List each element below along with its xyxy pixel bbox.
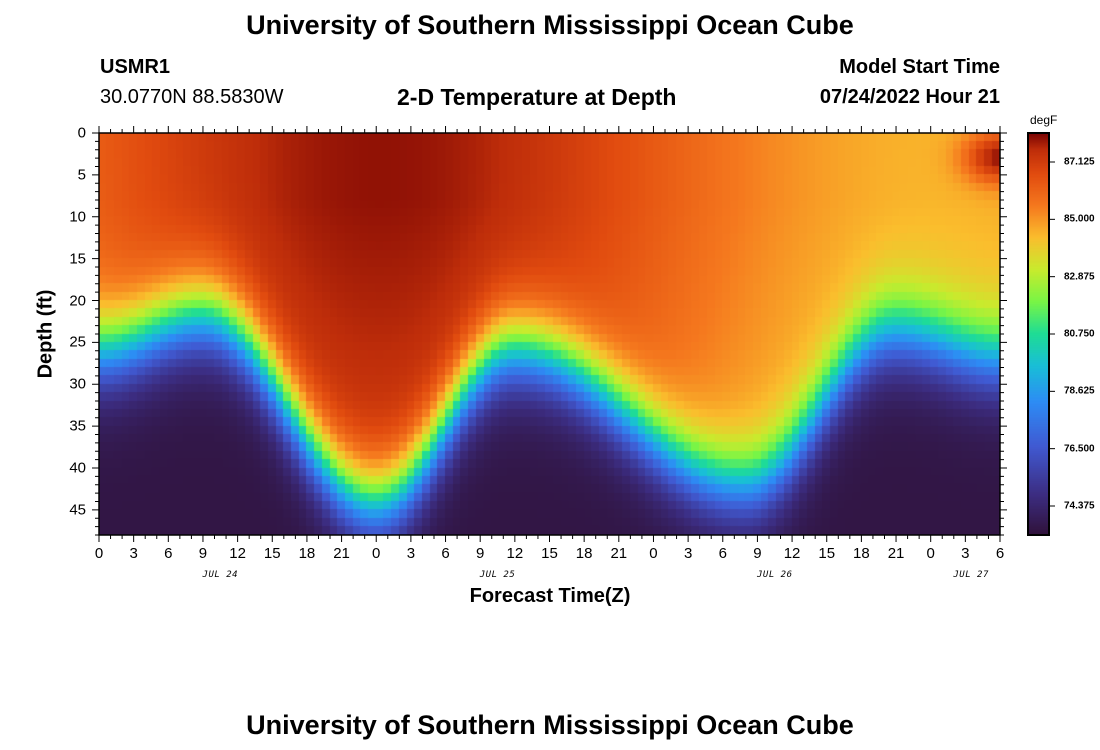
colorbar <box>1028 133 1049 535</box>
x-tick-label: 18 <box>853 545 870 562</box>
colorbar-tick-label: 82.875 <box>1064 271 1095 283</box>
y-tick-label: 5 <box>77 166 86 184</box>
colorbar-tick-label: 87.125 <box>1064 156 1095 168</box>
y-tick-label: 0 <box>77 124 86 142</box>
x-tick-label: 15 <box>818 545 836 562</box>
x-tick-label: 6 <box>995 545 1005 562</box>
y-tick-label: 20 <box>69 292 86 309</box>
x-tick-label: 0 <box>926 545 935 562</box>
x-tick-label: 6 <box>164 545 173 562</box>
page-title: University of Southern Mississippi Ocean… <box>246 10 854 40</box>
colorbar-tick-label: 74.375 <box>1064 500 1095 512</box>
station-id: USMR1 <box>100 56 171 78</box>
x-tick-label: 18 <box>298 545 316 562</box>
page-title-bottom: University of Southern Mississippi Ocean… <box>246 710 854 740</box>
plot-frame <box>98 132 1001 536</box>
x-tick-label: 12 <box>783 545 801 562</box>
x-tick-label: 6 <box>718 545 727 562</box>
y-tick-label: 45 <box>69 501 86 519</box>
x-tick-label: 15 <box>541 545 558 562</box>
y-tick-label: 15 <box>69 250 86 268</box>
date-label: JUL 25 <box>479 570 516 580</box>
x-tick-label: 6 <box>441 545 450 562</box>
x-tick-label: 9 <box>476 545 485 562</box>
x-tick-label: 0 <box>372 545 381 562</box>
y-tick-label: 40 <box>69 459 86 477</box>
x-tick-label: 3 <box>129 545 138 562</box>
y-tick-label: 35 <box>69 417 86 435</box>
x-tick-label: 21 <box>333 545 350 562</box>
x-tick-label: 12 <box>506 545 524 562</box>
x-tick-label: 0 <box>649 545 658 562</box>
colorbar-unit-label: degF <box>1030 113 1058 127</box>
plot-title: 2-D Temperature at Depth <box>397 84 677 110</box>
x-tick-label: 15 <box>263 545 281 562</box>
model-start-value: 07/24/2022 Hour 21 <box>819 86 1000 108</box>
y-tick-label: 25 <box>69 333 86 351</box>
y-tick-label: 30 <box>69 375 86 393</box>
colorbar-tick-label: 85.000 <box>1064 213 1095 225</box>
colorbar-frame <box>1027 132 1050 536</box>
colorbar-tick-label: 78.625 <box>1064 385 1095 397</box>
x-tick-label: 9 <box>198 545 208 562</box>
x-tick-label: 3 <box>961 545 970 562</box>
x-tick-label: 21 <box>610 545 628 562</box>
x-tick-label: 3 <box>683 545 693 562</box>
x-tick-label: 21 <box>887 545 905 562</box>
x-tick-label: 3 <box>406 545 416 562</box>
x-tick-label: 18 <box>575 545 593 562</box>
date-label: JUL 27 <box>953 570 989 580</box>
colorbar-tick-label: 76.500 <box>1064 443 1095 455</box>
date-label: JUL 24 <box>202 570 239 580</box>
y-tick-label: 10 <box>69 208 86 226</box>
x-tick-label: 9 <box>753 545 762 562</box>
x-tick-label: 0 <box>94 545 104 562</box>
station-coords: 30.0770N 88.5830W <box>100 86 284 108</box>
temperature-heatmap <box>99 133 1000 535</box>
model-start-label: Model Start Time <box>839 56 1000 78</box>
x-tick-label: 12 <box>229 545 246 562</box>
x-axis-label: Forecast Time(Z) <box>469 585 631 607</box>
date-label: JUL 26 <box>756 570 793 580</box>
colorbar-tick-label: 80.750 <box>1064 328 1095 340</box>
